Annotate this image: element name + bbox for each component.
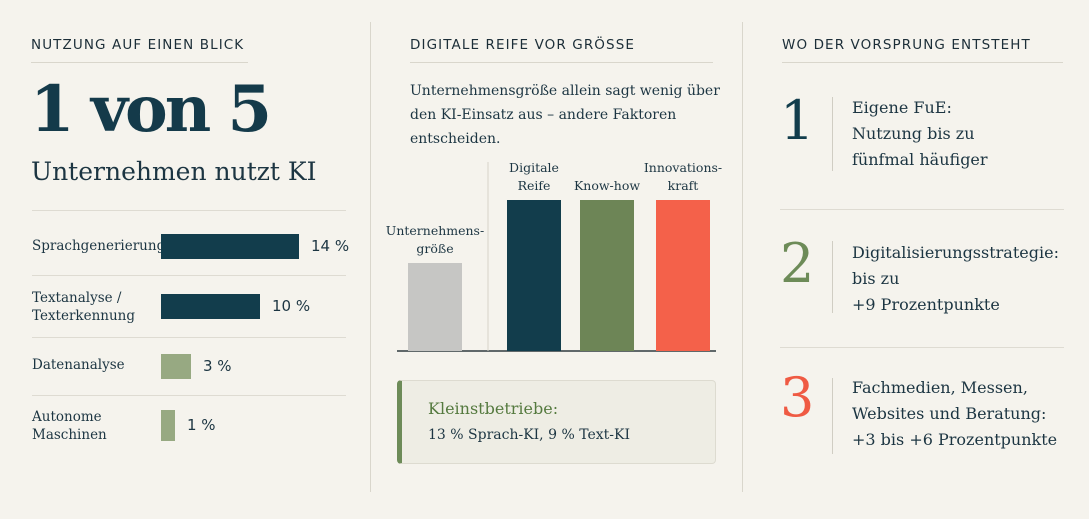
advantage-line: fünfmal häufiger bbox=[852, 150, 988, 169]
maturity-title-rule bbox=[410, 62, 713, 63]
advantage-number: 1 bbox=[780, 89, 815, 152]
advantage-line: +9 Prozentpunkte bbox=[852, 295, 1000, 314]
advantage-divider bbox=[832, 97, 833, 171]
usage-section-title: NUTZUNG AUF EINEN BLICK bbox=[31, 37, 245, 53]
stat-subtitle: Unternehmen nutzt KI bbox=[31, 157, 317, 186]
column-divider-left bbox=[370, 22, 371, 492]
advantage-line: bis zu bbox=[852, 269, 900, 288]
row-rule bbox=[32, 337, 346, 338]
advantage-line: Fachmedien, Messen, bbox=[852, 378, 1028, 397]
advantage-section-title: WO DER VORSPRUNG ENTSTEHT bbox=[782, 37, 1031, 53]
advantage-divider bbox=[832, 241, 833, 313]
maturity-section-title: DIGITALE REIFE VOR GRÖSSE bbox=[410, 37, 636, 53]
maturity-bar-label: Unternehmens-größe bbox=[386, 223, 484, 256]
callout-text: 13 % Sprach-KI, 9 % Text-KI bbox=[428, 427, 630, 443]
row-rule bbox=[32, 275, 346, 276]
maturity-bar-label: Know-how bbox=[574, 178, 640, 193]
advantage-line: +3 bis +6 Prozentpunkte bbox=[852, 430, 1058, 449]
advantage-rule bbox=[780, 347, 1064, 348]
usage-bar-label: Autonome Maschinen bbox=[32, 409, 107, 443]
usage-bar-value: 3 % bbox=[203, 357, 232, 375]
usage-title-rule bbox=[31, 62, 248, 63]
usage-bar-value: 1 % bbox=[187, 416, 216, 434]
advantage-number: 3 bbox=[780, 366, 815, 429]
advantage-line: Nutzung bis zu bbox=[852, 124, 975, 143]
maturity-bar bbox=[656, 200, 710, 351]
callout-title: Kleinstbetriebe: bbox=[428, 399, 559, 418]
advantage-line: Websites und Beratung: bbox=[852, 404, 1047, 423]
usage-bar-label: Datenanalyse bbox=[32, 357, 125, 373]
usage-bar-label: Sprachgenerierung bbox=[32, 238, 166, 254]
usage-bar-label: Textanalyse / Texterkennung bbox=[32, 290, 136, 324]
advantage-line: Eigene FuE: bbox=[852, 98, 952, 117]
advantage-line: Digitalisierungsstrategie: bbox=[852, 243, 1059, 262]
advantage-text: Fachmedien, Messen, Websites und Beratun… bbox=[852, 375, 1077, 453]
usage-bar-value: 14 % bbox=[311, 237, 350, 255]
advantage-text: Eigene FuE: Nutzung bis zu fünfmal häufi… bbox=[852, 95, 1077, 173]
usage-bar bbox=[161, 410, 175, 441]
advantage-divider bbox=[832, 378, 833, 454]
advantage-title-rule bbox=[782, 62, 1063, 63]
maturity-bar bbox=[580, 200, 634, 351]
usage-bar bbox=[161, 234, 299, 259]
callout-box: Kleinstbetriebe: 13 % Sprach-KI, 9 % Tex… bbox=[397, 380, 716, 464]
advantage-number: 2 bbox=[780, 232, 815, 295]
usage-bar bbox=[161, 354, 191, 379]
advantage-text: Digitalisierungsstrategie: bis zu +9 Pro… bbox=[852, 240, 1077, 318]
row-rule bbox=[32, 210, 346, 211]
maturity-bar bbox=[507, 200, 561, 351]
maturity-bar-chart: Unternehmens-größe Digitale Reife Know-how I… bbox=[386, 160, 722, 352]
maturity-intro: Unternehmensgröße allein sagt wenig über… bbox=[410, 83, 720, 147]
usage-bar-value: 10 % bbox=[272, 297, 311, 315]
big-stat: 1 von 5 bbox=[30, 72, 272, 147]
column-divider-right bbox=[742, 22, 743, 492]
usage-bar bbox=[161, 294, 260, 319]
row-rule bbox=[32, 395, 346, 396]
maturity-bar-label: Innovations-kraft bbox=[644, 160, 722, 193]
maturity-bar-label: Digitale Reife bbox=[509, 160, 559, 193]
maturity-bar bbox=[408, 263, 462, 351]
advantage-rule bbox=[780, 209, 1064, 210]
